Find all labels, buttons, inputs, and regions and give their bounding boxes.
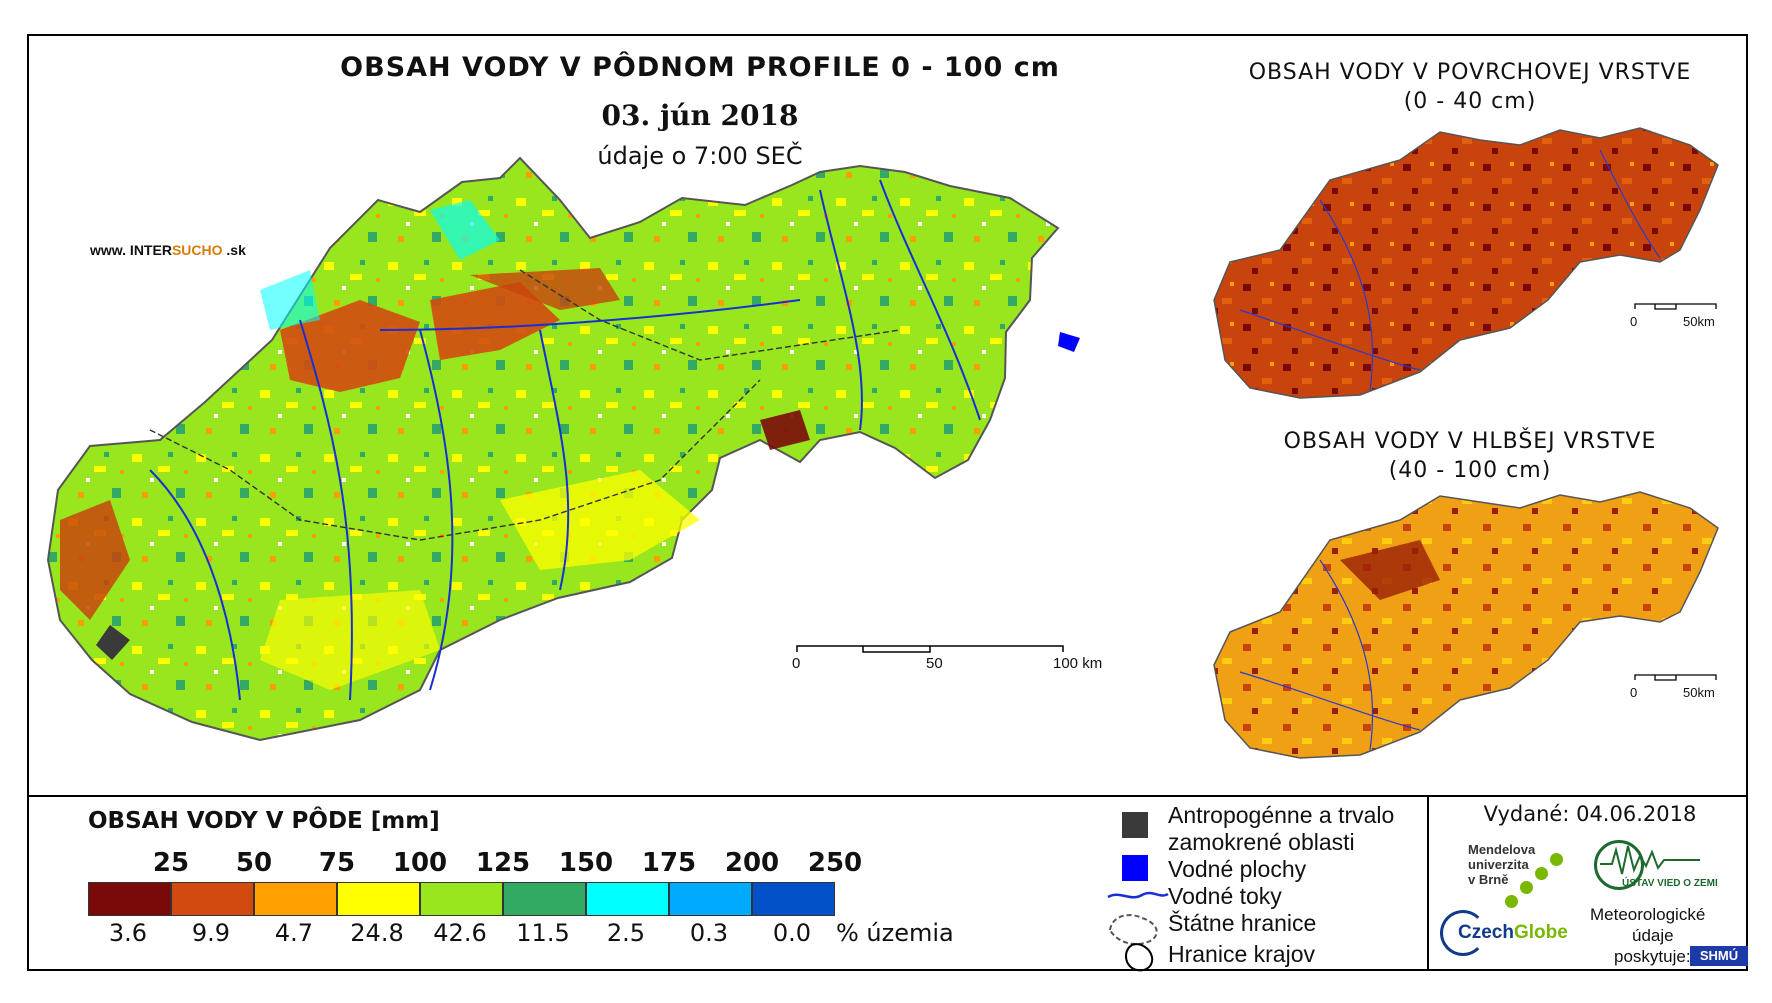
region-border-symbol: [1125, 943, 1154, 972]
shmu-logo: SHMÚ: [1690, 946, 1748, 966]
issued-date: Vydané: 04.06.2018: [1483, 802, 1697, 826]
legend-pct-value: 3.6: [108, 919, 148, 947]
legend-pct-value: 42.6: [433, 919, 487, 947]
legend-swatch: [88, 882, 171, 916]
map-frame: [27, 34, 1748, 971]
state-border-symbol: [1108, 914, 1158, 946]
legend-pct-value: 9.9: [191, 919, 231, 947]
legend-threshold: 150: [558, 848, 614, 878]
legend-pct-value: 11.5: [516, 919, 570, 947]
anthropogenic-swatch: [1122, 812, 1148, 838]
water-bodies-label: Vodné plochy: [1168, 856, 1307, 882]
data-time: údaje o 7:00 SEČ: [597, 142, 803, 170]
inset-top-map: [1213, 127, 1719, 399]
website-link[interactable]: www. INTERSUCHO .sk: [90, 242, 246, 258]
inset-top-title-line1: OBSAH VODY V POVRCHOVEJ VRSTVE: [1248, 60, 1692, 85]
rivers-label: Vodné toky: [1168, 883, 1282, 909]
legend-swatch: [503, 882, 586, 916]
legend-pct-value: 2.5: [606, 919, 646, 947]
legend-threshold: 200: [724, 848, 780, 878]
state-border-label: Štátne hranice: [1168, 910, 1317, 936]
main-scale-bar: [796, 645, 1064, 653]
map-date: 03. jún 2018: [601, 99, 799, 132]
anthropogenic-label-line2: zamokrené oblasti: [1168, 829, 1355, 855]
legend-swatch: [337, 882, 420, 916]
legend-threshold: 100: [392, 848, 448, 878]
legend-pct-value: 24.8: [350, 919, 404, 947]
legend-swatch: [254, 882, 337, 916]
main-scale-0: 0: [792, 655, 801, 672]
inset-bottom-map: [1213, 491, 1719, 759]
region-border-label: Hranice krajov: [1168, 941, 1315, 967]
issued-divider: [1427, 795, 1429, 971]
main-title: OBSAH VODY V PÔDNOM PROFILE 0 - 100 cm: [340, 52, 1060, 83]
inset-bottom-title-line2: (40 - 100 cm): [1388, 458, 1552, 483]
legend-pct-unit: % územia: [836, 919, 954, 947]
inset-bottom-title-line1: OBSAH VODY V HLBŠEJ VRSTVE: [1283, 429, 1657, 454]
main-scale-100: 100 km: [1053, 655, 1103, 672]
slovakia-main-map: [46, 156, 1080, 742]
inset-top-scale-0: 0: [1630, 314, 1638, 329]
anthropogenic-label-line1: Antropogénne a trvalo: [1168, 802, 1395, 828]
legend-pct-value: 4.7: [274, 919, 314, 947]
legend-swatch: [420, 882, 503, 916]
legend-swatch: [752, 882, 835, 916]
inset-bottom-scale-50: 50km: [1683, 685, 1715, 700]
inset-bottom-scale-0: 0: [1630, 685, 1638, 700]
legend-threshold: 125: [475, 848, 531, 878]
inset-top-title-line2: (0 - 40 cm): [1403, 89, 1537, 114]
legend-swatch: [669, 882, 752, 916]
water-bodies-swatch: [1122, 855, 1148, 881]
inset-top-scale-50: 50km: [1683, 314, 1715, 329]
legend-threshold: 50: [235, 848, 273, 878]
legend-pct-value: 0.0: [772, 919, 812, 947]
legend-divider: [27, 795, 1748, 797]
legend-threshold: 250: [807, 848, 863, 878]
legend-threshold: 25: [152, 848, 190, 878]
legend-swatch: [586, 882, 669, 916]
legend-title: OBSAH VODY V PÔDE [mm]: [88, 808, 440, 834]
river-symbol: [1107, 891, 1169, 899]
legend-threshold: 75: [318, 848, 356, 878]
legend-swatch: [171, 882, 254, 916]
legend-threshold: 175: [641, 848, 697, 878]
main-scale-50: 50: [926, 655, 943, 672]
legend-pct-value: 0.3: [689, 919, 729, 947]
